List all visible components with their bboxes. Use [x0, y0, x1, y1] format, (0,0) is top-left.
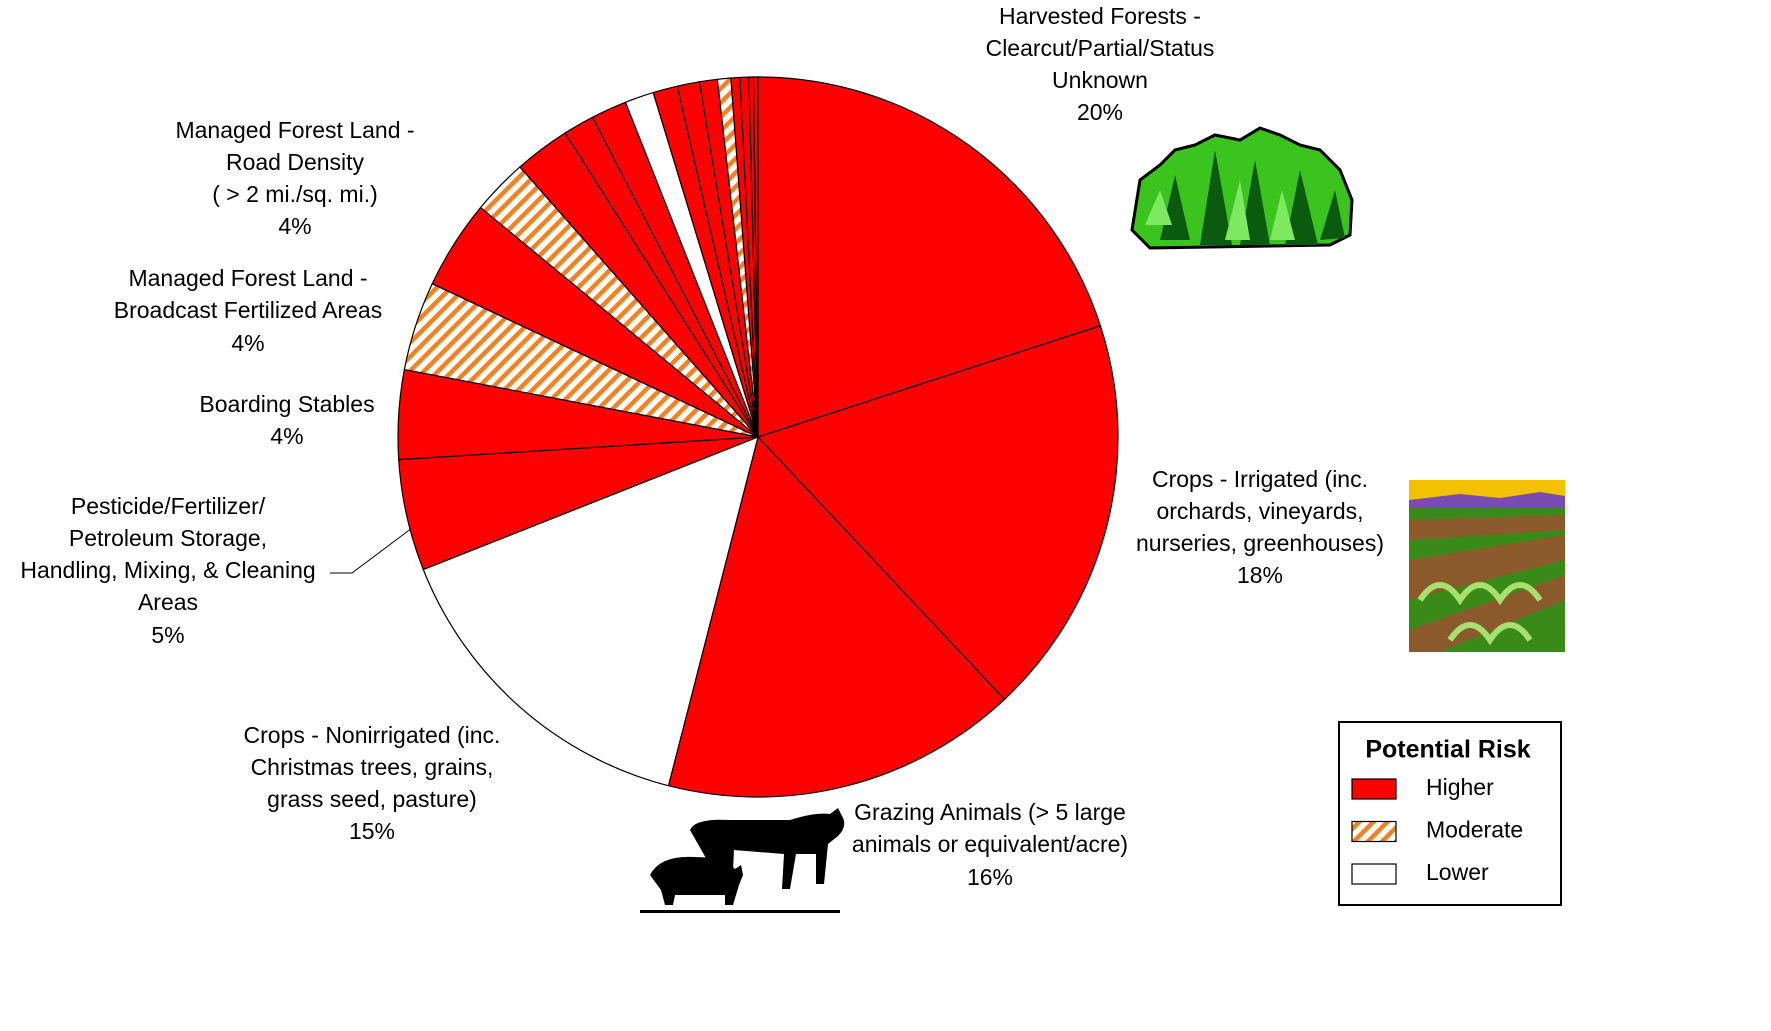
pie-slice [667, 435, 1006, 798]
slice-label: Harvested Forests -Clearcut/Partial/Stat… [986, 3, 1215, 93]
leader-line [330, 527, 413, 574]
slice-value-label: 15% [349, 818, 395, 844]
legend-swatch [1351, 863, 1397, 885]
forest-icon [1130, 126, 1354, 250]
pie [397, 76, 1119, 798]
legend-label: Higher [1426, 774, 1494, 800]
legend-swatch [1351, 778, 1397, 800]
slice-value-label: 4% [231, 330, 264, 356]
legend-items: Higher Moderate Lower [1351, 774, 1523, 885]
slice-value-label: 5% [151, 622, 184, 648]
slice-label: Boarding Stables [199, 391, 374, 417]
legend-label: Moderate [1426, 817, 1523, 843]
pie-slice [757, 76, 1102, 438]
legend-label: Lower [1426, 859, 1489, 885]
slice-labels: Harvested Forests -Clearcut/Partial/Stat… [20, 3, 1384, 890]
slice-value-label: 4% [278, 213, 311, 239]
legend-swatch [1351, 820, 1397, 843]
slice-value-label: 20% [1077, 99, 1123, 125]
slice-value-label: 16% [967, 864, 1013, 890]
pie-slice [756, 324, 1119, 701]
slice-value-label: 4% [270, 423, 303, 449]
animals-icon [640, 808, 845, 913]
pie-slice [752, 76, 759, 438]
slice-label: Crops - Irrigated (inc. orchards, vineyar… [1136, 466, 1384, 556]
slice-label: Grazing Animals (> 5 large animals or equ… [852, 799, 1128, 857]
pie-slice [422, 436, 759, 787]
legend-title: Potential Risk [1365, 736, 1530, 764]
slice-label: Managed Forest Land -Broadcast Fertilize… [114, 265, 382, 323]
slice-label: Pesticide/Fertilizer/Petroleum Storage, H… [20, 493, 315, 615]
slice-value-label: 18% [1237, 562, 1283, 588]
legend: Potential Risk Higher Moderate Lower [1338, 721, 1562, 906]
slice-label: Crops - Nonirrigated (inc. Christmas tree… [244, 722, 501, 812]
slice-label: Managed Forest Land -Road Density( > 2 m… [175, 117, 414, 207]
field-icon [1409, 480, 1565, 652]
